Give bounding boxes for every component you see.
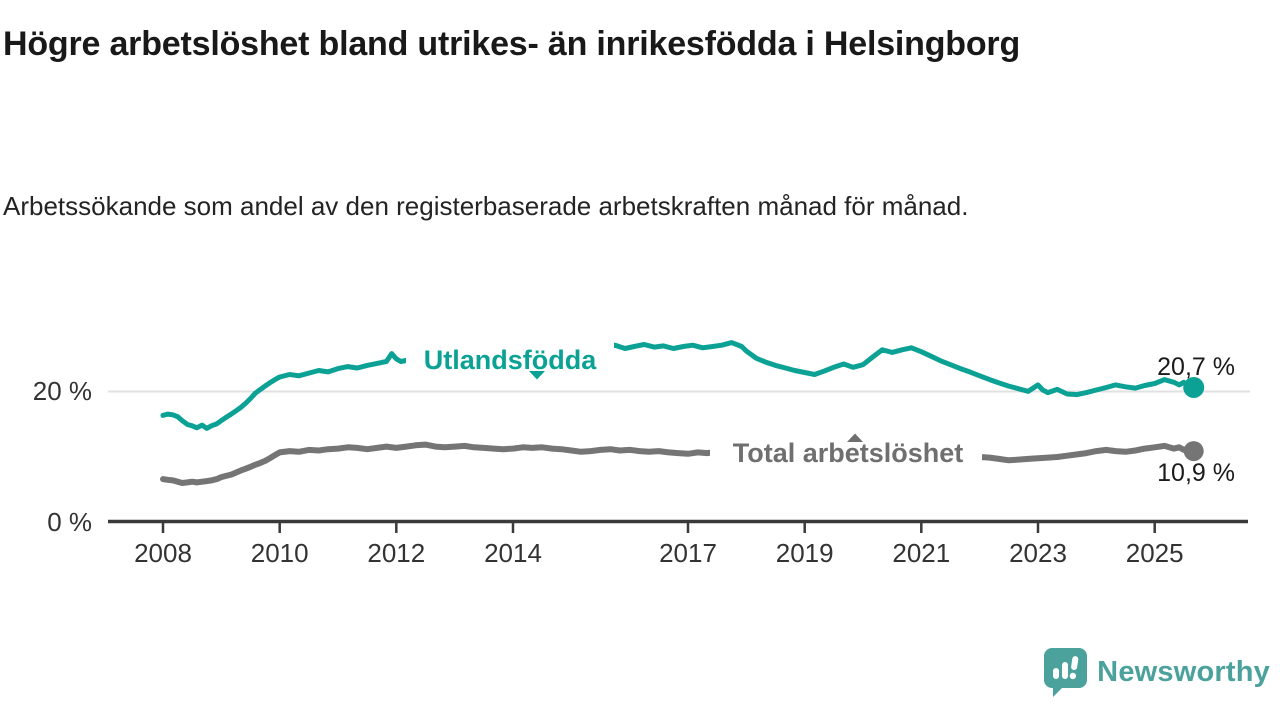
page-title: Högre arbetslöshet bland utrikes- än inr… [3,25,1021,63]
x-tick-label-2021: 2021 [892,538,950,568]
utlandsfodda-line [160,340,1197,431]
unemployment-line-chart: Utlandsfödda Total arbetslöshet 20,7 % 1… [33,340,1250,568]
x-tick-label-2023: 2023 [1009,538,1067,568]
x-tick-label-2019: 2019 [776,538,834,568]
utlandsfodda-end-value: 20,7 % [1157,353,1235,381]
total-end-dot [1183,441,1204,462]
x-tick-label-2010: 2010 [251,538,309,568]
y-tick-label-20: 20 % [33,376,92,406]
x-tick-label-2014: 2014 [484,538,542,568]
utlandsfodda-label-pointer-icon [529,371,545,380]
newsworthy-logo: Newsworthy [1042,646,1270,698]
total-label-mask [710,437,982,469]
y-tick-label-0: 0 % [47,507,92,537]
x-tick-label-2008: 2008 [134,538,192,568]
newsworthy-logo-text: Newsworthy [1097,655,1270,688]
utlandsfodda-end-dot [1183,377,1205,398]
total-label-pointer-icon [847,433,863,442]
x-tick-label-2017: 2017 [659,538,717,568]
page-subtitle: Arbetssökande som andel av den registerb… [3,191,969,221]
total-end-value: 10,9 % [1157,459,1235,487]
x-tick-label-2012: 2012 [367,538,425,568]
x-tick-label-2025: 2025 [1126,538,1184,568]
bar-chart-glyph [1053,656,1079,680]
utlandsfodda-series-label: Utlandsfödda [424,345,597,375]
utlandsfodda-label-mask [406,341,614,377]
total-series-label: Total arbetslöshet [733,438,964,468]
total-arbetsloshet-line [160,441,1197,486]
newsworthy-logo-icon [1044,648,1088,697]
